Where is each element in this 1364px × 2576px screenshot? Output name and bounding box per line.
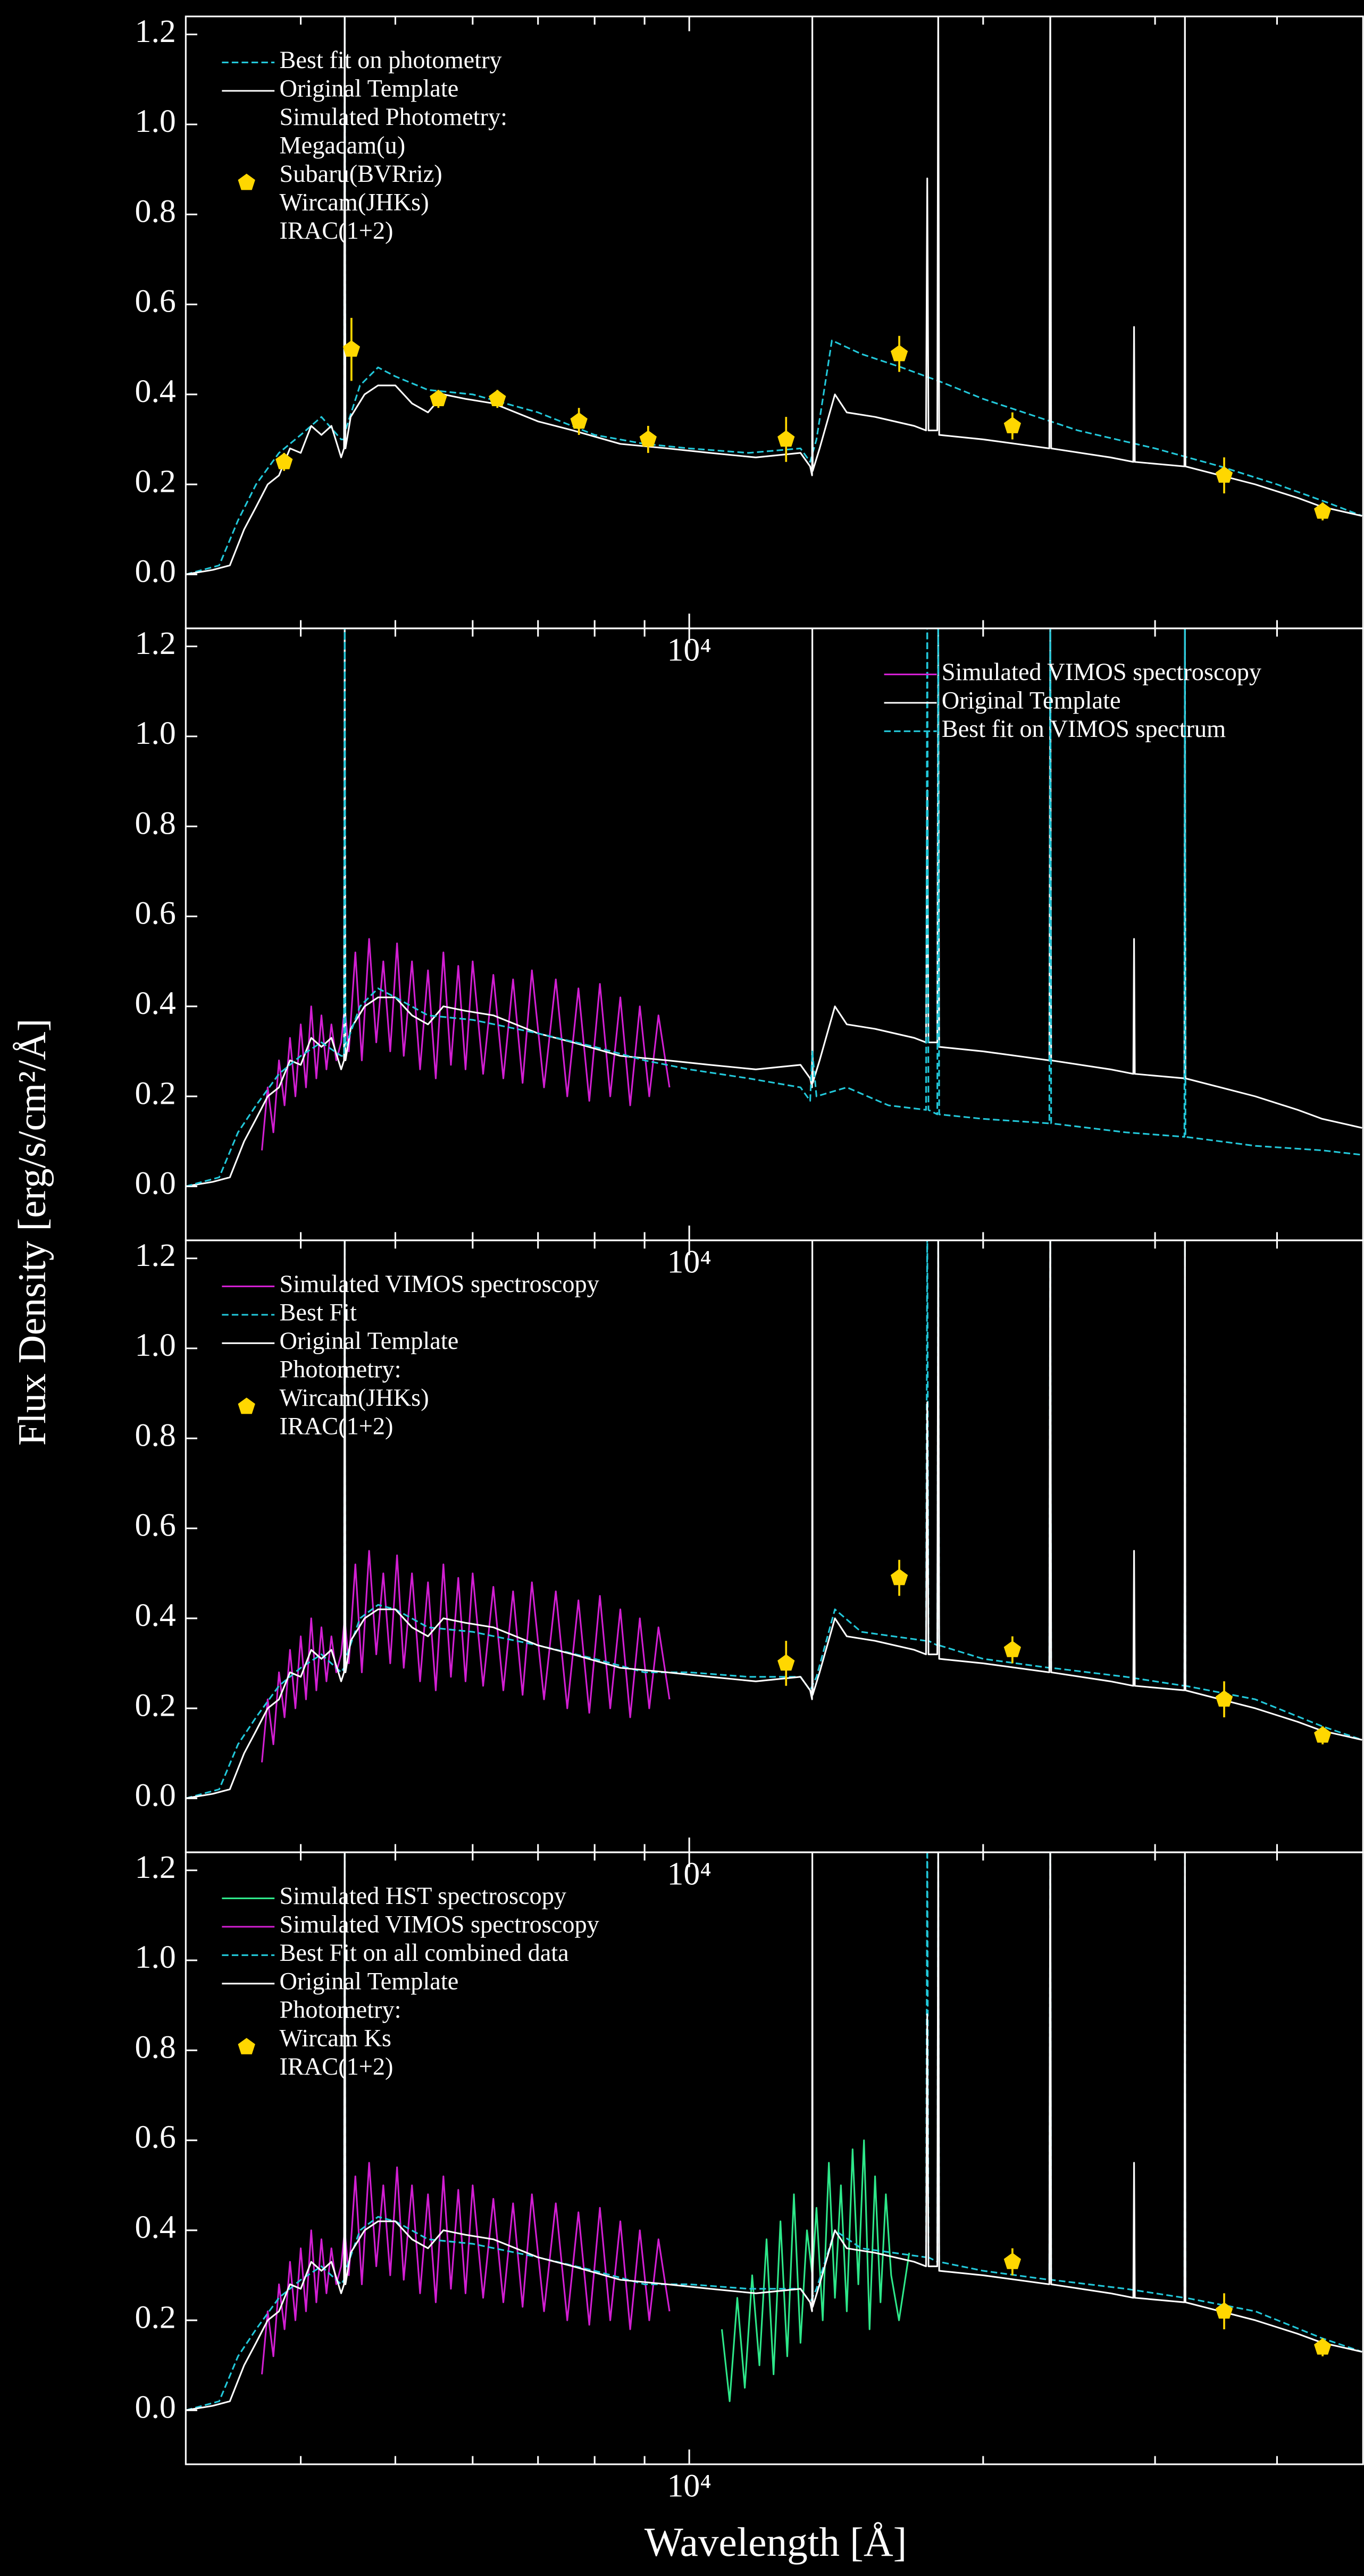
y-tick-label: 0.6 [135,283,176,320]
photometry-point [1314,2338,1332,2355]
legend-label: Simulated VIMOS spectroscopy [279,1911,599,1939]
spectrum-line [186,16,1362,575]
y-tick-label: 0.8 [135,2029,176,2065]
spectrum-line [186,1852,1362,2411]
legend-label: Original Template [942,687,1121,715]
legend-label: Best fit on VIMOS spectrum [942,716,1226,743]
y-tick-label: 0.8 [135,805,176,841]
spectrum-line [186,1240,1362,1799]
y-tick-label: 0.6 [135,895,176,932]
legend-label: Subaru(BVRriz) [279,161,442,188]
y-tick-label: 0.4 [135,985,176,1021]
y-tick-label: 1.0 [135,1327,176,1363]
legend-marker [238,173,255,190]
y-tick-label: 0.0 [135,1165,176,1202]
legend-label: Original Template [279,75,458,103]
photometry-point [639,430,657,447]
y-tick-label: 0.2 [135,1075,176,1111]
photometry-point [1003,2253,1022,2269]
photometry-point [489,390,506,407]
photometry-point [1003,1641,1022,1657]
x-tick-label: 10⁴ [667,2468,711,2504]
y-tick-label: 0.8 [135,193,176,229]
y-tick-label: 0.2 [135,1687,176,1723]
legend-label: Photometry: [279,1996,401,2024]
legend-label: Original Template [279,1328,458,1355]
legend-label: Simulated VIMOS spectroscopy [279,1271,599,1298]
photometry-point [275,452,293,469]
photometry-point [890,1568,908,1585]
photometry-point [777,430,795,447]
y-tick-label: 1.0 [135,1939,176,1975]
axes-frame [185,1851,1364,2465]
photometry-point [1003,417,1022,433]
photometry-point [1314,502,1332,519]
y-tick-label: 0.8 [135,1417,176,1453]
legend-label: Simulated HST spectroscopy [279,1883,566,1910]
legend-label: Original Template [279,1968,458,1995]
spectrum-line [186,628,1362,1187]
legend-label: Best fit on photometry [279,47,501,74]
y-tick-label: 0.2 [135,463,176,499]
photometry-point [1215,466,1233,483]
legend-label: Best Fit on all combined data [279,1940,568,1967]
photometry-point [1215,1690,1233,1707]
legend-label: Wircam(JHKs) [279,189,429,216]
y-tick-label: 1.0 [135,103,176,139]
y-tick-label: 0.6 [135,2119,176,2155]
y-tick-label: 1.0 [135,715,176,751]
photometry-point [430,390,447,407]
legend-label: Best Fit [279,1299,357,1327]
y-tick-label: 0.4 [135,373,176,409]
photometry-point [1215,2302,1233,2319]
photometry-point [777,1654,795,1671]
y-tick-label: 1.2 [135,13,176,49]
legend-label: Simulated VIMOS spectroscopy [942,659,1261,686]
y-tick-label: 1.2 [135,1849,176,1885]
legend-label: Megacam(u) [279,132,405,159]
y-tick-label: 0.4 [135,2209,176,2245]
y-tick-label: 0.2 [135,2299,176,2335]
legend-marker [238,1397,255,1414]
y-tick-label: 0.0 [135,1777,176,1814]
y-tick-label: 0.4 [135,1597,176,1633]
y-tick-label: 1.2 [135,1237,176,1273]
spectrum-line [261,938,671,1151]
x-axis-label: Wavelength [Å] [645,2519,907,2565]
photometry-point [890,345,908,362]
plot-area [186,16,1362,575]
legend-label: Photometry: [279,1356,401,1383]
photometry-point [1314,1726,1332,1743]
y-tick-label: 0.0 [135,2389,176,2426]
spectrum-line [186,16,1362,575]
legend-label: Wircam(JHKs) [279,1385,429,1412]
plot-area [186,1852,1362,2411]
y-tick-label: 1.2 [135,625,176,661]
photometry-point [342,340,361,357]
legend-label: Wircam Ks [279,2025,391,2052]
legend-marker [238,2038,255,2054]
legend-label: IRAC(1+2) [279,2053,393,2080]
spectrum-line [721,2139,910,2402]
legend-label: IRAC(1+2) [279,1413,393,1440]
legend-label: Simulated Photometry: [279,104,507,131]
y-tick-label: 0.6 [135,1507,176,1543]
photometry-point [570,412,588,429]
plot-area [186,628,1362,1187]
plot-area [186,1240,1362,1799]
spectrum-line [261,2162,671,2374]
panel: 0.0 0.2 0.4 0.6 0.8 1.0 1.2 10⁴ Simulated HST sp… [135,1849,1364,2504]
spectrum-line [261,1550,671,1763]
y-tick-label: 0.0 [135,553,176,590]
legend-label: IRAC(1+2) [279,217,393,245]
y-axis-label: Flux Density [erg/s/cm²/Å] [11,1019,54,1446]
